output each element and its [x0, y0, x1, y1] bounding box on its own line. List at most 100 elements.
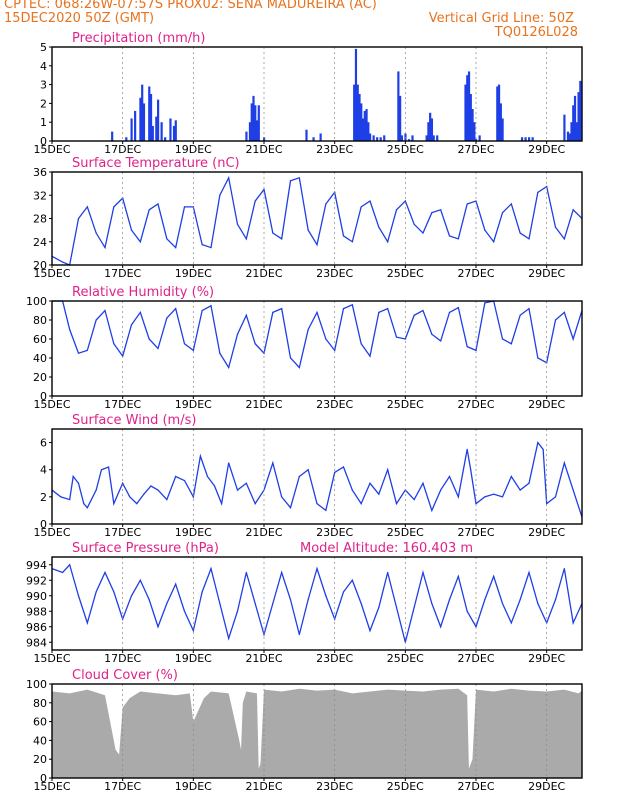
temp-point [342, 235, 345, 237]
wind-point [563, 462, 565, 464]
pres-point [148, 599, 150, 601]
rh-point [404, 338, 406, 340]
pres-point [572, 622, 574, 624]
x-tick-label: 27DEC [457, 526, 494, 539]
x-tick-label: 23DEC [316, 267, 353, 280]
precip-bar [151, 125, 154, 141]
precip-bar [524, 137, 527, 141]
x-tick-label: 15DEC [33, 398, 70, 411]
pres-point [272, 602, 274, 605]
cloud-panel: 0 20 40 60 80 100 15DEC 17DEC 19DEC 21DEC 23DEC 25D… [26, 668, 583, 793]
y-tick-label: 3 [40, 79, 47, 92]
temp-point [166, 238, 168, 240]
rh-point [130, 324, 133, 326]
temp-point [113, 206, 115, 208]
precip-bar [257, 105, 260, 141]
wind-point [206, 475, 209, 478]
precip-bar [369, 133, 372, 141]
wind-point [143, 493, 145, 495]
rh-point [360, 343, 362, 345]
y-tick-label: 40 [33, 734, 47, 747]
pres-point [298, 633, 300, 636]
pres-point [139, 579, 141, 581]
x-tick-label: 19DEC [175, 780, 212, 793]
wind-point [254, 503, 256, 505]
precip-bar [254, 105, 257, 141]
temp-point [501, 212, 504, 214]
wind-point [289, 507, 292, 509]
wind-point [129, 496, 131, 498]
precip-bar [142, 103, 146, 141]
rh-point [334, 349, 336, 351]
precip-bar [383, 135, 386, 141]
precip-bar [367, 122, 370, 141]
pres-point [342, 591, 345, 593]
wind-point [387, 469, 389, 471]
temp-point [448, 235, 451, 237]
wind-point [457, 496, 459, 498]
pres-point [395, 606, 398, 608]
temp-point [307, 229, 309, 231]
temp-point [440, 209, 442, 211]
y-tick-label: 36 [33, 166, 47, 179]
pres-point [484, 599, 486, 601]
precip-bar [148, 86, 151, 141]
wind-point [183, 479, 186, 482]
wind-point [475, 503, 477, 505]
pres-point [69, 564, 71, 566]
wind-point [228, 462, 230, 464]
y-tick-label: 100 [26, 678, 47, 691]
precip-bar [572, 105, 575, 141]
wind-point [307, 469, 309, 471]
rh-point [572, 338, 574, 340]
pres-point [245, 571, 247, 574]
wind-frame [51, 428, 583, 525]
precip-bar [174, 120, 177, 141]
pres-point [360, 602, 362, 605]
x-tick-label: 21DEC [245, 780, 282, 793]
x-tick-label: 29DEC [528, 780, 565, 793]
pres-point [351, 579, 353, 581]
pres-point [316, 568, 318, 570]
rh-point [228, 366, 230, 369]
rh-point [484, 302, 486, 304]
y-tick-label: 20 [33, 259, 47, 272]
pres-frame [51, 556, 583, 651]
precip-bar [499, 103, 502, 141]
wind-point [83, 503, 85, 505]
wind-point [466, 448, 468, 450]
temp-point [130, 229, 133, 231]
pres-point [263, 633, 265, 636]
precip-bar [365, 109, 368, 141]
wind-point [378, 493, 380, 495]
wind-point [281, 496, 283, 498]
cloud-area [52, 688, 582, 778]
wind-point [440, 489, 442, 491]
rh-point [201, 309, 203, 312]
precip-bar [312, 137, 315, 141]
y-tick-label: 80 [33, 697, 47, 710]
x-tick-label: 15DEC [33, 143, 70, 156]
wind-point [360, 503, 362, 505]
wind-point [175, 475, 177, 478]
temp-point [510, 203, 512, 205]
temp-frame [51, 171, 583, 266]
wind-point [122, 482, 124, 484]
precip-bar [172, 125, 176, 141]
precip-bar [575, 122, 578, 141]
rh-point [369, 355, 371, 357]
temp-point [351, 241, 353, 243]
temp-point [228, 177, 230, 179]
wind-point [537, 441, 539, 444]
wind-point [166, 498, 168, 501]
wind-point [395, 503, 398, 505]
wind-point [554, 496, 557, 498]
rh-frame [51, 300, 583, 397]
rh-point [466, 346, 468, 348]
precip-bar [358, 94, 361, 141]
pres-point [113, 591, 115, 593]
rh-point [537, 357, 539, 359]
wind-point [95, 489, 97, 491]
wind-point [484, 496, 486, 498]
precip-bar [397, 71, 400, 141]
